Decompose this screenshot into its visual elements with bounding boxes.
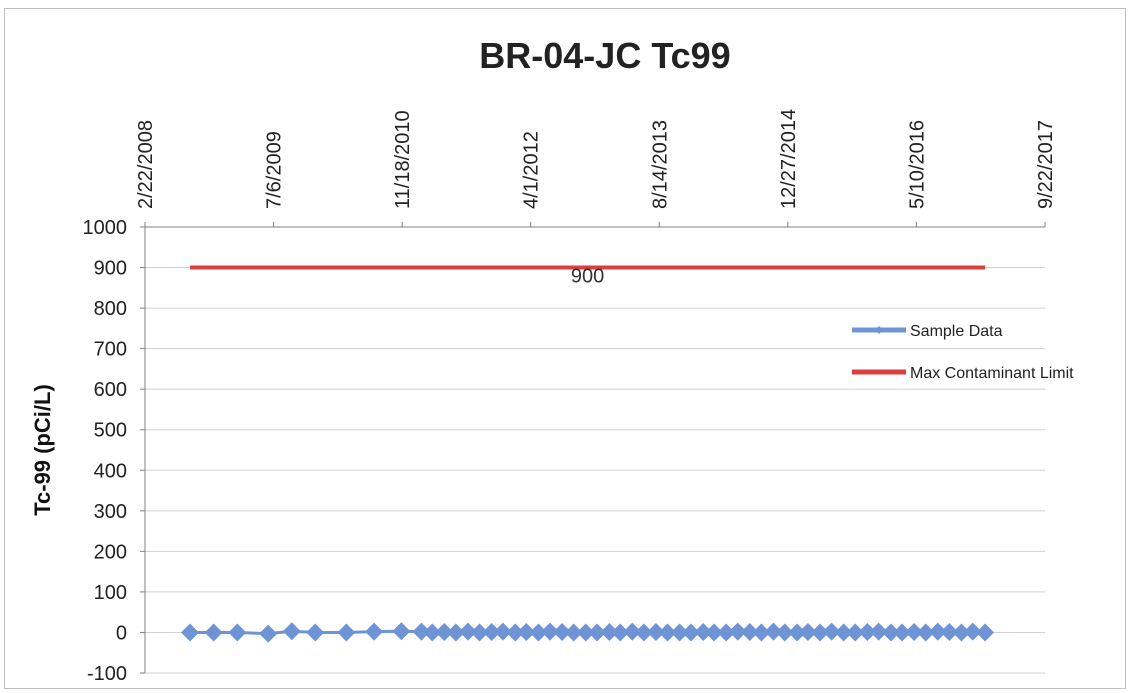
sample-data-point [952,623,971,642]
sample-data-point [529,623,548,642]
sample-data-point [788,623,807,642]
sample-data-point [306,623,325,642]
sample-data-point [392,622,411,641]
sample-data-point [482,623,501,642]
legend-sample-data-label: Sample Data [910,323,1003,340]
sample-data-point [282,622,301,641]
sample-data-point [764,622,783,641]
y-tick-label: 800 [94,298,127,320]
sample-data-point [564,623,583,642]
y-tick-label: 100 [94,582,127,604]
sample-data-point [893,623,912,642]
sample-data-point [834,623,853,642]
sample-data-point [337,623,356,642]
chart-title: BR-04-JC Tc99 [479,35,730,76]
y-tick-labels: -100 0 100 200 300 400 500 600 700 800 900 1000 [83,217,128,685]
sample-data-point [365,622,384,641]
x-tick-label: 9/22/2017 [1035,120,1057,209]
sample-data-point [611,623,630,642]
sample-data-point [752,623,771,642]
x-tick-labels: 2/22/2008 7/6/2009 11/18/2010 4/1/2012 8/14/… [135,109,1057,209]
sample-data-point [869,622,888,641]
sample-data-point [493,622,512,641]
sample-data-point [470,623,489,642]
sample-data-point [181,623,199,642]
y-tick-label: 200 [94,541,127,563]
legend-max-contaminant-limit-label: Max Contaminant Limit [910,365,1074,382]
y-axis-title: Tc-99 (pCi/L) [30,384,55,516]
sample-data-point [670,623,689,642]
sample-data-point [553,623,572,642]
sample-data-point [881,623,900,642]
sample-data-point [798,623,817,642]
series: 900 [181,265,995,643]
legend-item-max-contaminant-limit: Max Contaminant Limit [852,365,1074,382]
sample-data-point [717,623,736,642]
sample-data-point [634,623,653,642]
legend-sample-data-marker [875,326,883,334]
y-tick-label: 500 [94,420,127,442]
sample-data-point [740,623,759,642]
y-tick-label: 700 [94,339,127,361]
y-tick-label: 300 [94,501,127,523]
sample-data-point [811,623,829,642]
sample-data-point [435,623,454,642]
sample-data-point [588,623,607,642]
sample-data-point [846,623,865,642]
sample-data-point [963,622,982,641]
sample-data-point [541,622,559,641]
sample-data-point [775,623,794,642]
legend-item-sample-data: Sample Data [852,323,1003,340]
x-tick-label: 2/22/2008 [135,120,157,209]
sample-data-point [423,623,442,642]
sample-data-point [976,623,995,642]
sample-data-point [681,623,700,642]
sample-data-point [623,622,642,641]
sample-data-point [916,623,935,642]
sample-data-point [858,623,877,642]
grid-lines [145,226,1045,674]
x-tick-label: 11/18/2010 [392,110,414,209]
sample-data-point [928,622,947,641]
y-tick-label: 600 [94,379,127,401]
sample-data-point [822,622,841,641]
x-tick-label: 5/10/2016 [906,120,928,209]
sample-data-point [204,623,223,642]
sample-data-point [259,624,278,643]
sample-data-point [658,623,677,642]
sample-data-point [228,623,247,642]
sample-data-point [600,623,619,642]
y-tick-label: 400 [94,460,127,482]
sample-data-point [412,622,431,641]
y-tick-label: 900 [94,258,127,280]
x-tick-label: 4/1/2012 [521,131,543,209]
limit-data-label: 900 [571,266,604,288]
x-tick-label: 7/6/2009 [264,131,286,209]
axes [140,222,1046,674]
sample-data-point [576,623,595,642]
sample-data-point [728,622,747,641]
x-tick-label: 8/14/2013 [649,120,671,209]
legend: Sample Data Max Contaminant Limit [852,323,1074,382]
sample-data-point [517,623,536,642]
sample-data-point [446,623,465,642]
sample-data-point [705,623,724,642]
y-tick-label: 0 [116,622,127,644]
y-tick-label: -100 [87,663,127,685]
sample-data-point [905,623,924,642]
y-tick-label: 1000 [83,217,128,239]
x-tick-label: 12/27/2014 [778,109,800,209]
sample-data-point [940,623,959,642]
sample-data-point [646,623,665,642]
sample-data-point [458,622,477,641]
sample-data-point [694,623,713,642]
sample-data-point [506,623,525,642]
